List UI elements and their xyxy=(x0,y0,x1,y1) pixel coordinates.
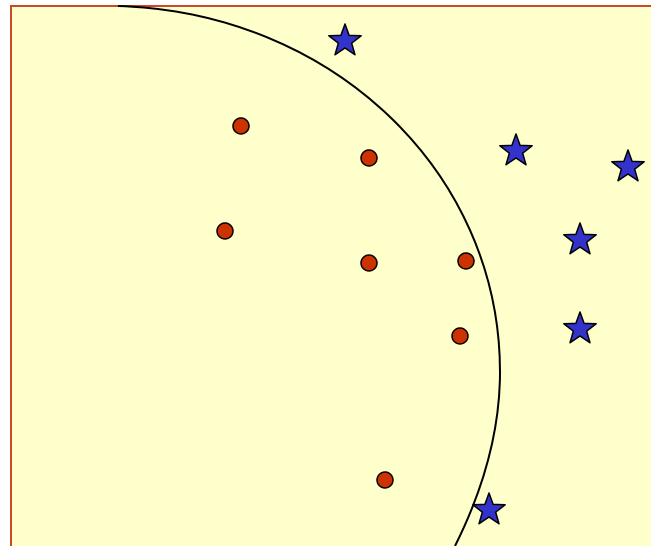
star-point-4 xyxy=(563,222,597,255)
decision-boundary-curve xyxy=(117,5,502,546)
circle-point-2 xyxy=(360,149,378,167)
circle-point-6 xyxy=(451,327,469,345)
star-class-points xyxy=(328,23,645,525)
star-point-5 xyxy=(563,311,597,344)
circle-point-4 xyxy=(360,254,378,272)
circle-point-5 xyxy=(457,252,475,270)
circle-point-3 xyxy=(216,222,234,240)
circle-class-points xyxy=(216,117,475,489)
circle-point-1 xyxy=(232,117,250,135)
star-point-2 xyxy=(499,133,533,166)
star-point-3 xyxy=(611,149,645,182)
circle-point-7 xyxy=(376,471,394,489)
diagram-panel xyxy=(10,5,651,546)
star-point-6 xyxy=(472,492,506,525)
star-point-1 xyxy=(328,23,362,56)
